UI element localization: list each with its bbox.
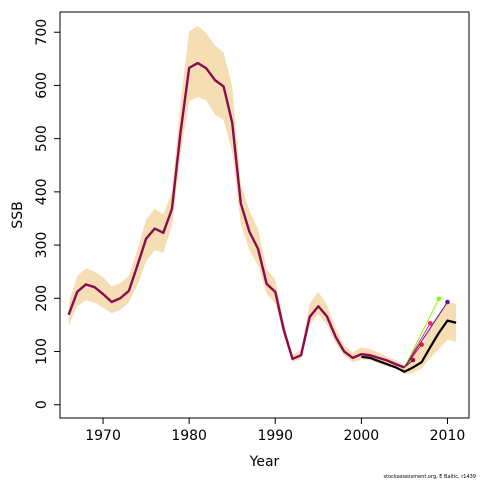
credit-text: stockassessment.org, E Baltic, r1439	[384, 474, 476, 480]
y-tick-label: 500	[34, 125, 50, 152]
y-tick-label: 0	[34, 400, 50, 409]
x-tick-label: 1990	[257, 428, 293, 444]
x-tick-label: 1980	[171, 428, 207, 444]
plot-frame	[59, 11, 470, 419]
x-tick-label: 2010	[430, 428, 466, 444]
y-tick-label: 300	[34, 232, 50, 259]
y-tick-label: 400	[34, 178, 50, 205]
x-axis-title: Year	[249, 454, 280, 470]
retro-endpoint	[410, 357, 416, 363]
confidence-band	[68, 25, 457, 374]
retro-lines	[403, 296, 450, 368]
series-lines	[67, 61, 457, 373]
retro-line	[404, 301, 448, 368]
y-tick-label: 600	[34, 72, 50, 99]
x-tick-label: 2000	[344, 428, 380, 444]
y-tick-label: 100	[34, 338, 50, 365]
assessment-line	[67, 61, 405, 369]
y-axis-title: SSB	[10, 201, 26, 228]
confidence-band-area	[68, 25, 457, 374]
x-axis: 1970 1980 1990 2000 2010	[85, 418, 465, 444]
y-tick-label: 200	[34, 285, 50, 312]
retro-endpoint	[427, 320, 433, 326]
current-line	[361, 319, 457, 373]
y-tick-label: 700	[34, 19, 50, 46]
retro-line	[403, 298, 440, 368]
retro-endpoint	[436, 296, 442, 302]
x-tick-label: 1970	[85, 428, 121, 444]
y-axis: 0 100 200 300 400 500 600 700	[34, 19, 60, 409]
retro-endpoint	[445, 299, 450, 305]
